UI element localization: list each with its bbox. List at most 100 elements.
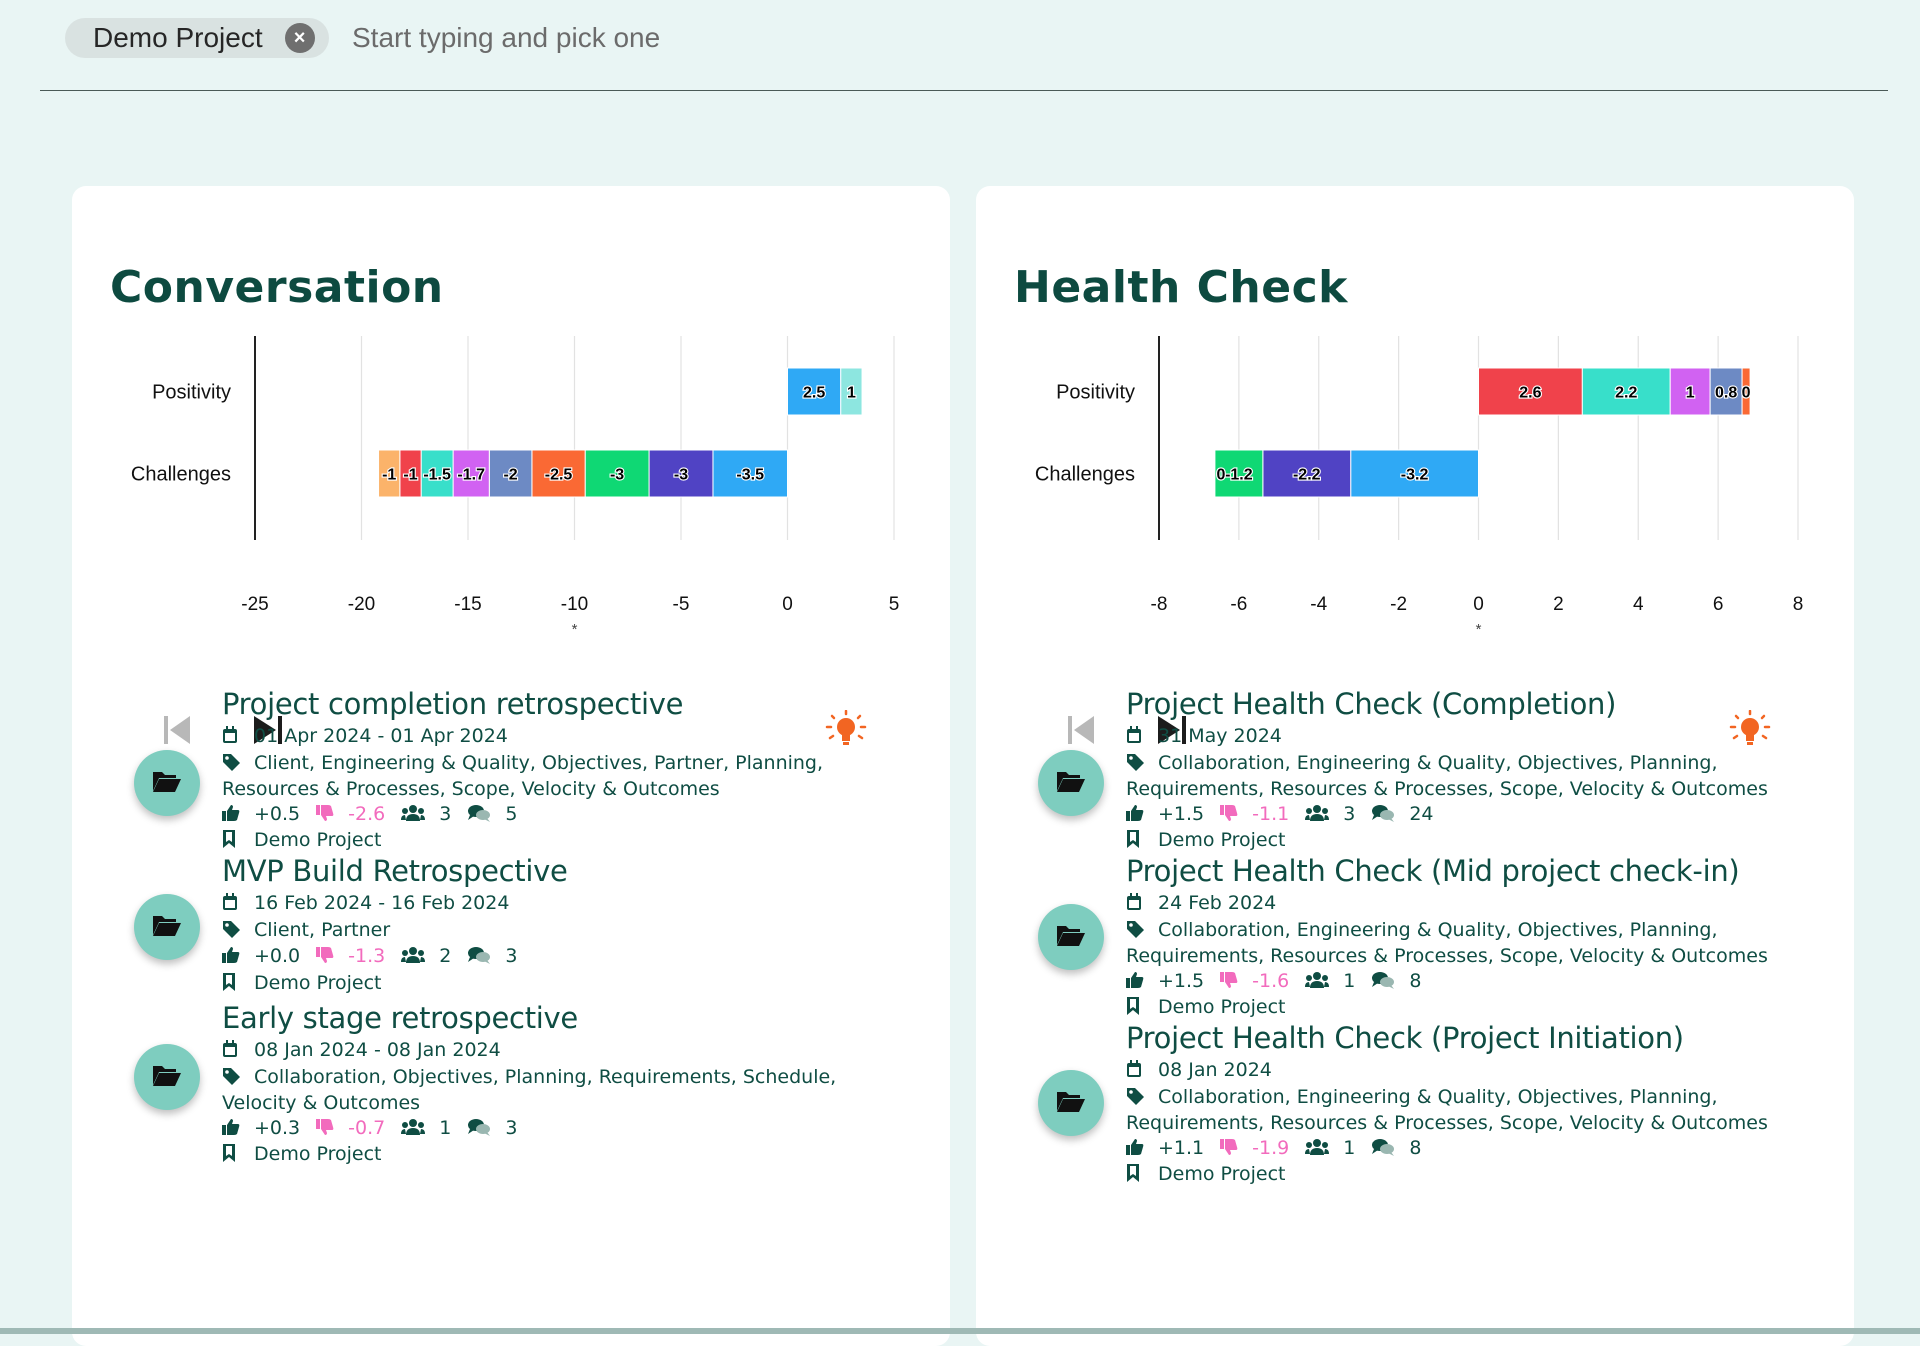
- bar-segment: [1478, 367, 1583, 416]
- next-page-button[interactable]: [1152, 710, 1192, 750]
- comment-count: 24: [1409, 802, 1434, 825]
- skip-next-icon: [1158, 716, 1186, 744]
- previous-page-button[interactable]: [1064, 710, 1104, 750]
- item-dates: 01 Apr 2024 - 01 Apr 2024: [222, 724, 912, 751]
- axis-marker: *: [572, 621, 578, 638]
- item-title[interactable]: Project Health Check (Completion): [1126, 687, 1617, 721]
- item-dates: 08 Jan 2024 - 08 Jan 2024: [222, 1038, 912, 1065]
- bar-data-label: -3.5: [736, 467, 764, 484]
- bar-data-label: -1.2: [1225, 467, 1253, 484]
- thumbs-down-icon: [316, 804, 334, 829]
- item-title[interactable]: Project Health Check (Project Initiation…: [1126, 1021, 1684, 1055]
- bar-data-label: 0.8: [1715, 385, 1737, 402]
- item-title[interactable]: MVP Build Retrospective: [222, 854, 568, 888]
- open-folder-button[interactable]: [134, 894, 200, 960]
- x-tick-label: 0: [782, 594, 793, 615]
- bar-segment: [1262, 449, 1352, 498]
- folder-open-icon: [1056, 923, 1086, 952]
- bookmark-icon: [222, 830, 240, 855]
- bookmark-icon: [222, 1144, 240, 1169]
- item-tags: Client, Partner: [222, 918, 912, 945]
- open-folder-button[interactable]: [1038, 750, 1104, 816]
- bar-segment: [1741, 367, 1751, 416]
- participant-count: 1: [1343, 969, 1356, 992]
- folder-open-icon: [1056, 1089, 1086, 1118]
- y-category-label: Challenges: [131, 464, 231, 486]
- negative-score: -1.6: [1252, 969, 1290, 992]
- item-title[interactable]: Project completion retrospective: [222, 687, 684, 721]
- participant-count: 1: [1343, 1136, 1356, 1159]
- lightbulb-icon: [825, 710, 867, 745]
- bar-segment: [420, 449, 454, 498]
- bookmark-icon: [1126, 830, 1144, 855]
- thumbs-down-icon: [1220, 804, 1238, 829]
- item-tags: Client, Engineering & Quality, Objective…: [222, 751, 824, 801]
- positive-score: +1.1: [1158, 1136, 1205, 1159]
- open-folder-button[interactable]: [1038, 1070, 1104, 1136]
- folder-open-icon: [152, 769, 182, 798]
- close-icon[interactable]: ×: [284, 23, 315, 53]
- negative-score: -1.3: [348, 945, 386, 967]
- x-tick-label: 5: [889, 594, 900, 615]
- x-tick-label: -4: [1310, 594, 1327, 615]
- item-title[interactable]: Early stage retrospective: [222, 1001, 578, 1035]
- horizontal-scrollbar[interactable]: [0, 1328, 1920, 1334]
- x-tick-label: -15: [454, 594, 481, 615]
- comments-icon: [1371, 1138, 1395, 1163]
- item-title[interactable]: Project Health Check (Mid project check-…: [1126, 854, 1740, 888]
- bar-data-label: 1: [1686, 385, 1695, 402]
- thumbs-up-icon: [1126, 1138, 1144, 1163]
- tag-icon: [1126, 1087, 1144, 1112]
- open-folder-button[interactable]: [1038, 904, 1104, 970]
- insights-button[interactable]: [1728, 710, 1772, 750]
- skip-next-icon: [254, 716, 282, 744]
- calendar-icon: [222, 726, 240, 751]
- participant-count: 3: [439, 802, 452, 825]
- comments-icon: [467, 804, 491, 829]
- folder-open-icon: [152, 1063, 182, 1092]
- item-dates: 24 Feb 2024: [1126, 891, 1816, 918]
- item-stats: +1.5 -1.6 1 8: [1126, 969, 1816, 996]
- bar-data-label: -1.5: [423, 467, 451, 484]
- comments-icon: [467, 1118, 491, 1143]
- panel-title: Health Check: [1014, 262, 1348, 313]
- tag-icon: [222, 753, 240, 778]
- bar-segment: [1214, 449, 1264, 498]
- comment-count: 3: [505, 945, 518, 967]
- calendar-icon: [1126, 893, 1144, 918]
- open-folder-button[interactable]: [134, 750, 200, 816]
- item-stats: +0.0 -1.3 2 3: [222, 944, 912, 971]
- comment-count: 3: [505, 1116, 518, 1139]
- open-folder-button[interactable]: [134, 1044, 200, 1110]
- negative-score: -0.7: [348, 1116, 386, 1139]
- project-filter[interactable]: Demo Project × Start typing and pick one: [40, 16, 1888, 91]
- comments-icon: [1371, 804, 1395, 829]
- axis-marker: *: [1476, 621, 1482, 638]
- thumbs-up-icon: [222, 946, 240, 971]
- bar-segment: [840, 367, 863, 416]
- bookmark-icon: [1126, 1164, 1144, 1189]
- users-icon: [1305, 1138, 1330, 1163]
- calendar-icon: [1126, 726, 1144, 751]
- insights-button[interactable]: [824, 710, 868, 750]
- project-search-input[interactable]: Start typing and pick one: [352, 22, 661, 53]
- next-page-button[interactable]: [248, 710, 288, 750]
- item-project: Demo Project: [222, 828, 912, 855]
- item-project: Demo Project: [222, 1142, 912, 1169]
- thumbs-up-icon: [222, 804, 240, 829]
- thumbs-down-icon: [1220, 1138, 1238, 1163]
- thumbs-down-icon: [1220, 971, 1238, 996]
- bar-segment: [452, 449, 490, 498]
- positive-score: +0.0: [254, 945, 301, 967]
- conversation-chart: -25 -20 -15 -10 -5 0 5 Positivity Challenges 2.5 1…: [131, 336, 900, 638]
- bar-data-label: -3: [610, 467, 624, 484]
- item-dates: 31 May 2024: [1126, 724, 1816, 751]
- thumbs-down-icon: [316, 946, 334, 971]
- thumbs-up-icon: [1126, 804, 1144, 829]
- previous-page-button[interactable]: [160, 710, 200, 750]
- positive-score: +0.5: [254, 802, 301, 825]
- users-icon: [1305, 804, 1330, 829]
- tag-icon: [1126, 753, 1144, 778]
- bar-segment: [378, 449, 401, 498]
- bar-data-label: 2.6: [1519, 385, 1541, 402]
